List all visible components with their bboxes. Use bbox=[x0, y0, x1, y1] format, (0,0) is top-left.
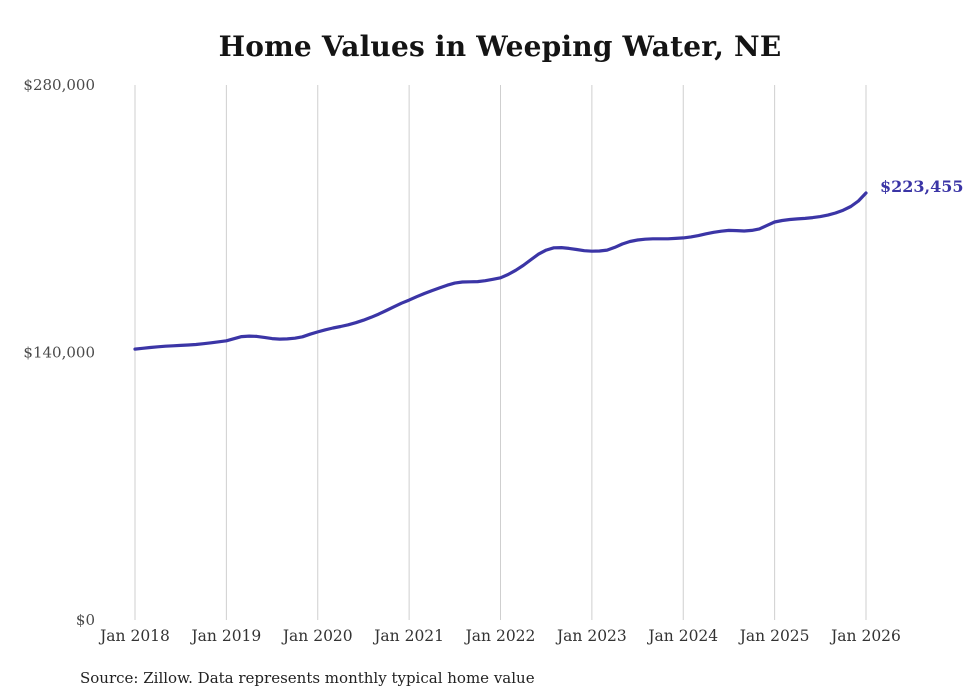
y-axis-tick-label: $280,000 bbox=[23, 76, 95, 94]
source-note: Source: Zillow. Data represents monthly … bbox=[80, 669, 535, 687]
chart-title: Home Values in Weeping Water, NE bbox=[218, 30, 782, 63]
y-axis-tick-label: $140,000 bbox=[23, 344, 95, 362]
x-axis-tick-label: Jan 2019 bbox=[189, 627, 261, 645]
x-axis-tick-label: Jan 2022 bbox=[464, 627, 536, 645]
x-axis-tick-label: Jan 2025 bbox=[738, 627, 810, 645]
x-axis-tick-label: Jan 2021 bbox=[372, 627, 444, 645]
y-axis-tick-label: $0 bbox=[76, 611, 95, 629]
home-value-series-line bbox=[133, 191, 868, 351]
end-value-annotation: $223,455 bbox=[880, 177, 964, 196]
x-axis-tick-label: Jan 2020 bbox=[281, 627, 353, 645]
x-axis-tick-label: Jan 2024 bbox=[646, 627, 718, 645]
x-axis-tick-label: Jan 2026 bbox=[829, 627, 901, 645]
x-axis-tick-label: Jan 2023 bbox=[555, 627, 627, 645]
x-axis-tick-label: Jan 2018 bbox=[98, 627, 170, 645]
